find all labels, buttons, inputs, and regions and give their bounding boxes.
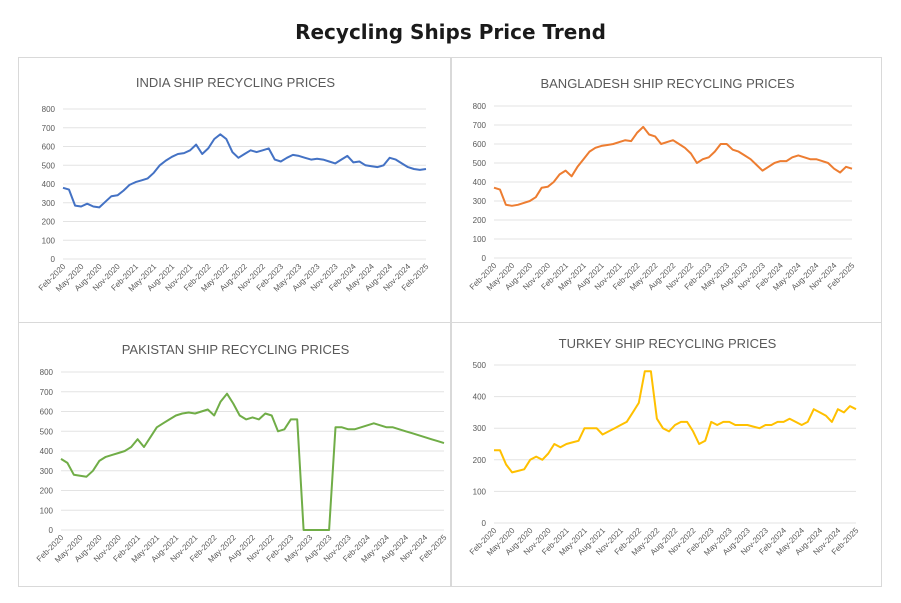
pakistan-y-tick-label: 100 — [40, 506, 54, 515]
bangladesh-y-tick-label: 0 — [482, 254, 487, 263]
turkey-chart: TURKEY SHIP RECYCLING PRICES 0 100 200 300 40… — [468, 336, 861, 558]
bangladesh-y-tick-label: 100 — [473, 235, 487, 244]
turkey-chart-panel: TURKEY SHIP RECYCLING PRICES 0 100 200 300 40… — [451, 322, 882, 587]
india-y-tick-label: 500 — [42, 161, 56, 170]
bangladesh-y-tick-label: 600 — [473, 140, 487, 149]
pakistan-chart: PAKISTAN SHIP RECYCLING PRICES 0 100 200 300… — [35, 342, 449, 565]
pakistan-chart-title: PAKISTAN SHIP RECYCLING PRICES — [122, 342, 350, 357]
turkey-y-tick-label: 500 — [473, 361, 487, 370]
india-chart-panel: INDIA SHIP RECYCLING PRICES 0 100 200 300 400… — [18, 57, 451, 323]
india-y-tick-label: 300 — [42, 199, 56, 208]
pakistan-y-tick-label: 300 — [40, 467, 54, 476]
turkey-chart-title: TURKEY SHIP RECYCLING PRICES — [559, 336, 777, 351]
india-y-tick-label: 400 — [42, 180, 56, 189]
pakistan-y-tick-label: 400 — [40, 447, 54, 456]
turkey-y-tick-label: 0 — [482, 519, 487, 528]
turkey-y-tick-label: 300 — [473, 424, 487, 433]
page-title: Recycling Ships Price Trend — [295, 20, 606, 44]
pakistan-chart-panel: PAKISTAN SHIP RECYCLING PRICES 0 100 200 300… — [18, 322, 451, 587]
pakistan-y-tick-label: 700 — [40, 388, 54, 397]
india-y-tick-label: 0 — [51, 255, 56, 264]
turkey-price-line — [494, 370, 857, 474]
bangladesh-y-tick-label: 800 — [473, 102, 487, 111]
india-chart: INDIA SHIP RECYCLING PRICES 0 100 200 300 400… — [37, 75, 431, 294]
pakistan-y-tick-label: 800 — [40, 368, 54, 377]
pakistan-y-tick-label: 200 — [40, 487, 54, 496]
pakistan-price-line — [60, 392, 445, 531]
bangladesh-y-tick-label: 500 — [473, 159, 487, 168]
bangladesh-y-tick-label: 200 — [473, 216, 487, 225]
bangladesh-chart-panel: BANGLADESH SHIP RECYCLING PRICES 0 100 200 3… — [451, 57, 882, 323]
turkey-y-tick-label: 100 — [473, 487, 487, 496]
turkey-y-tick-label: 400 — [473, 393, 487, 402]
pakistan-y-tick-label: 600 — [40, 408, 54, 417]
india-y-tick-label: 800 — [42, 105, 56, 114]
india-price-line — [62, 133, 427, 209]
bangladesh-y-tick-label: 400 — [473, 178, 487, 187]
india-y-tick-label: 100 — [42, 236, 56, 245]
india-y-tick-label: 600 — [42, 143, 56, 152]
bangladesh-chart-title: BANGLADESH SHIP RECYCLING PRICES — [540, 76, 794, 91]
pakistan-y-tick-label: 0 — [49, 526, 54, 535]
pakistan-y-tick-label: 500 — [40, 427, 54, 436]
bangladesh-y-tick-label: 300 — [473, 197, 487, 206]
india-y-tick-label: 700 — [42, 124, 56, 133]
india-chart-title: INDIA SHIP RECYCLING PRICES — [136, 75, 335, 90]
bangladesh-chart: BANGLADESH SHIP RECYCLING PRICES 0 100 200 3… — [468, 76, 857, 293]
bangladesh-price-line — [493, 125, 853, 207]
turkey-y-tick-label: 200 — [473, 456, 487, 465]
india-y-tick-label: 200 — [42, 218, 56, 227]
bangladesh-y-tick-label: 700 — [473, 121, 487, 130]
